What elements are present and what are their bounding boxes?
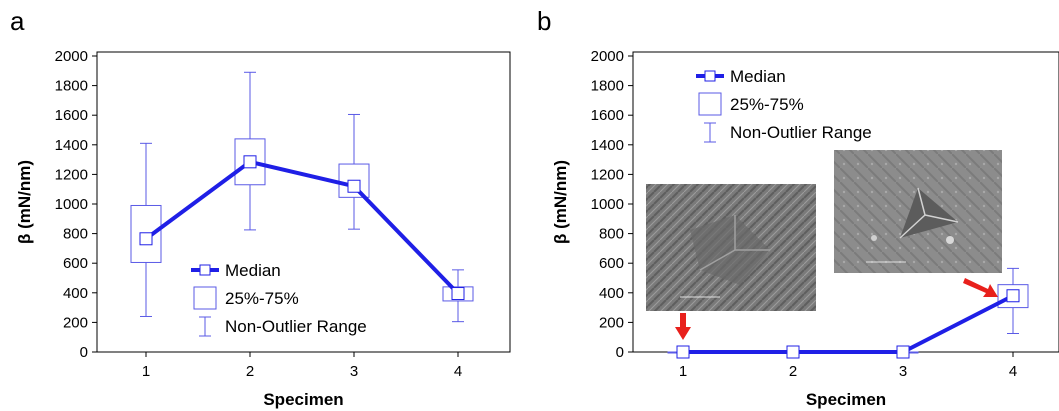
panel-letter: a bbox=[10, 6, 25, 36]
y-tick-label: 1600 bbox=[55, 107, 88, 124]
legend-label-iqr: 25%-75% bbox=[730, 95, 804, 114]
y-tick-label: 0 bbox=[616, 344, 624, 361]
x-axis-title: Specimen bbox=[263, 390, 343, 409]
y-tick-label: 1600 bbox=[591, 107, 624, 124]
sem-indent-edges bbox=[699, 215, 770, 271]
y-tick-label: 2000 bbox=[591, 48, 624, 65]
median-line bbox=[144, 159, 460, 295]
y-tick-label: 1800 bbox=[55, 78, 88, 95]
y-tick-label: 200 bbox=[63, 314, 88, 331]
y-tick-label: 1400 bbox=[55, 137, 88, 154]
y-tick-label: 1000 bbox=[591, 196, 624, 213]
sem-particle bbox=[871, 235, 877, 241]
y-tick-label: 2000 bbox=[55, 48, 88, 65]
y-axis-title: β (mN/nm) bbox=[15, 160, 34, 244]
panel-a: a 0 200 400 600 800 1000 1200 1400 1600 1800 2000 1 2… bbox=[10, 6, 511, 409]
x-tick-label: 2 bbox=[246, 363, 254, 380]
y-tick-label: 1000 bbox=[55, 196, 88, 213]
y-tick-label: 600 bbox=[599, 255, 624, 272]
y-tick-label: 800 bbox=[63, 226, 88, 243]
legend-median-marker bbox=[704, 70, 716, 82]
x-tick-label: 4 bbox=[1009, 363, 1017, 380]
legend-label-range: Non-Outlier Range bbox=[225, 317, 367, 336]
legend-box-swatch bbox=[698, 92, 722, 116]
y-tick-label: 400 bbox=[599, 285, 624, 302]
median-marker bbox=[676, 345, 690, 359]
legend: Median 25%-75% Non-Outlier Range bbox=[191, 261, 367, 337]
sem-image-specimen-4 bbox=[834, 150, 1002, 273]
legend-label-range: Non-Outlier Range bbox=[730, 123, 872, 142]
median-marker bbox=[786, 345, 800, 359]
y-tick-label: 0 bbox=[80, 344, 88, 361]
legend-median-marker bbox=[199, 264, 211, 276]
legend-label-iqr: 25%-75% bbox=[225, 289, 299, 308]
legend: Median 25%-75% Non-Outlier Range bbox=[696, 67, 872, 143]
x-axis-title: Specimen bbox=[806, 390, 886, 409]
panel-letter: b bbox=[537, 6, 551, 36]
x-tick-label: 4 bbox=[454, 363, 462, 380]
arrow-shape bbox=[675, 313, 691, 340]
x-tick-label: 1 bbox=[679, 363, 687, 380]
y-tick-label: 200 bbox=[599, 314, 624, 331]
sem-indent-edges bbox=[899, 187, 959, 239]
y-tick-label: 400 bbox=[63, 285, 88, 302]
panel-b: b 0 200 400 600 800 1000 1200 1400 1600 1800 2000 1 2… bbox=[537, 6, 1059, 409]
median-marker bbox=[896, 345, 910, 359]
red-arrow-specimen-1 bbox=[675, 313, 691, 340]
median-marker bbox=[139, 232, 153, 246]
median-marker bbox=[243, 155, 257, 169]
legend-label-median: Median bbox=[225, 261, 281, 280]
x-tick-label: 3 bbox=[350, 363, 358, 380]
arrow-shape bbox=[963, 278, 998, 297]
x-tick-label: 1 bbox=[142, 363, 150, 380]
plot-frame bbox=[96, 51, 511, 353]
y-tick-label: 1200 bbox=[591, 166, 624, 183]
y-tick-label: 600 bbox=[63, 255, 88, 272]
median-marker bbox=[347, 179, 361, 193]
x-tick-label: 2 bbox=[789, 363, 797, 380]
red-arrow-specimen-4 bbox=[963, 278, 998, 297]
median-marker bbox=[1006, 289, 1020, 303]
median-line bbox=[683, 293, 1014, 354]
sem-particle bbox=[946, 236, 954, 244]
y-axis-title: β (mN/nm) bbox=[551, 160, 570, 244]
median-marker bbox=[451, 287, 465, 301]
legend-label-median: Median bbox=[730, 67, 786, 86]
y-tick-label: 1200 bbox=[55, 166, 88, 183]
y-tick-label: 1400 bbox=[591, 137, 624, 154]
sem-indent-shape bbox=[690, 215, 770, 285]
legend-box-swatch bbox=[193, 286, 217, 310]
y-tick-label: 800 bbox=[599, 226, 624, 243]
y-tick-label: 1800 bbox=[591, 78, 624, 95]
x-tick-label: 3 bbox=[899, 363, 907, 380]
sem-image-specimen-1 bbox=[646, 184, 816, 311]
